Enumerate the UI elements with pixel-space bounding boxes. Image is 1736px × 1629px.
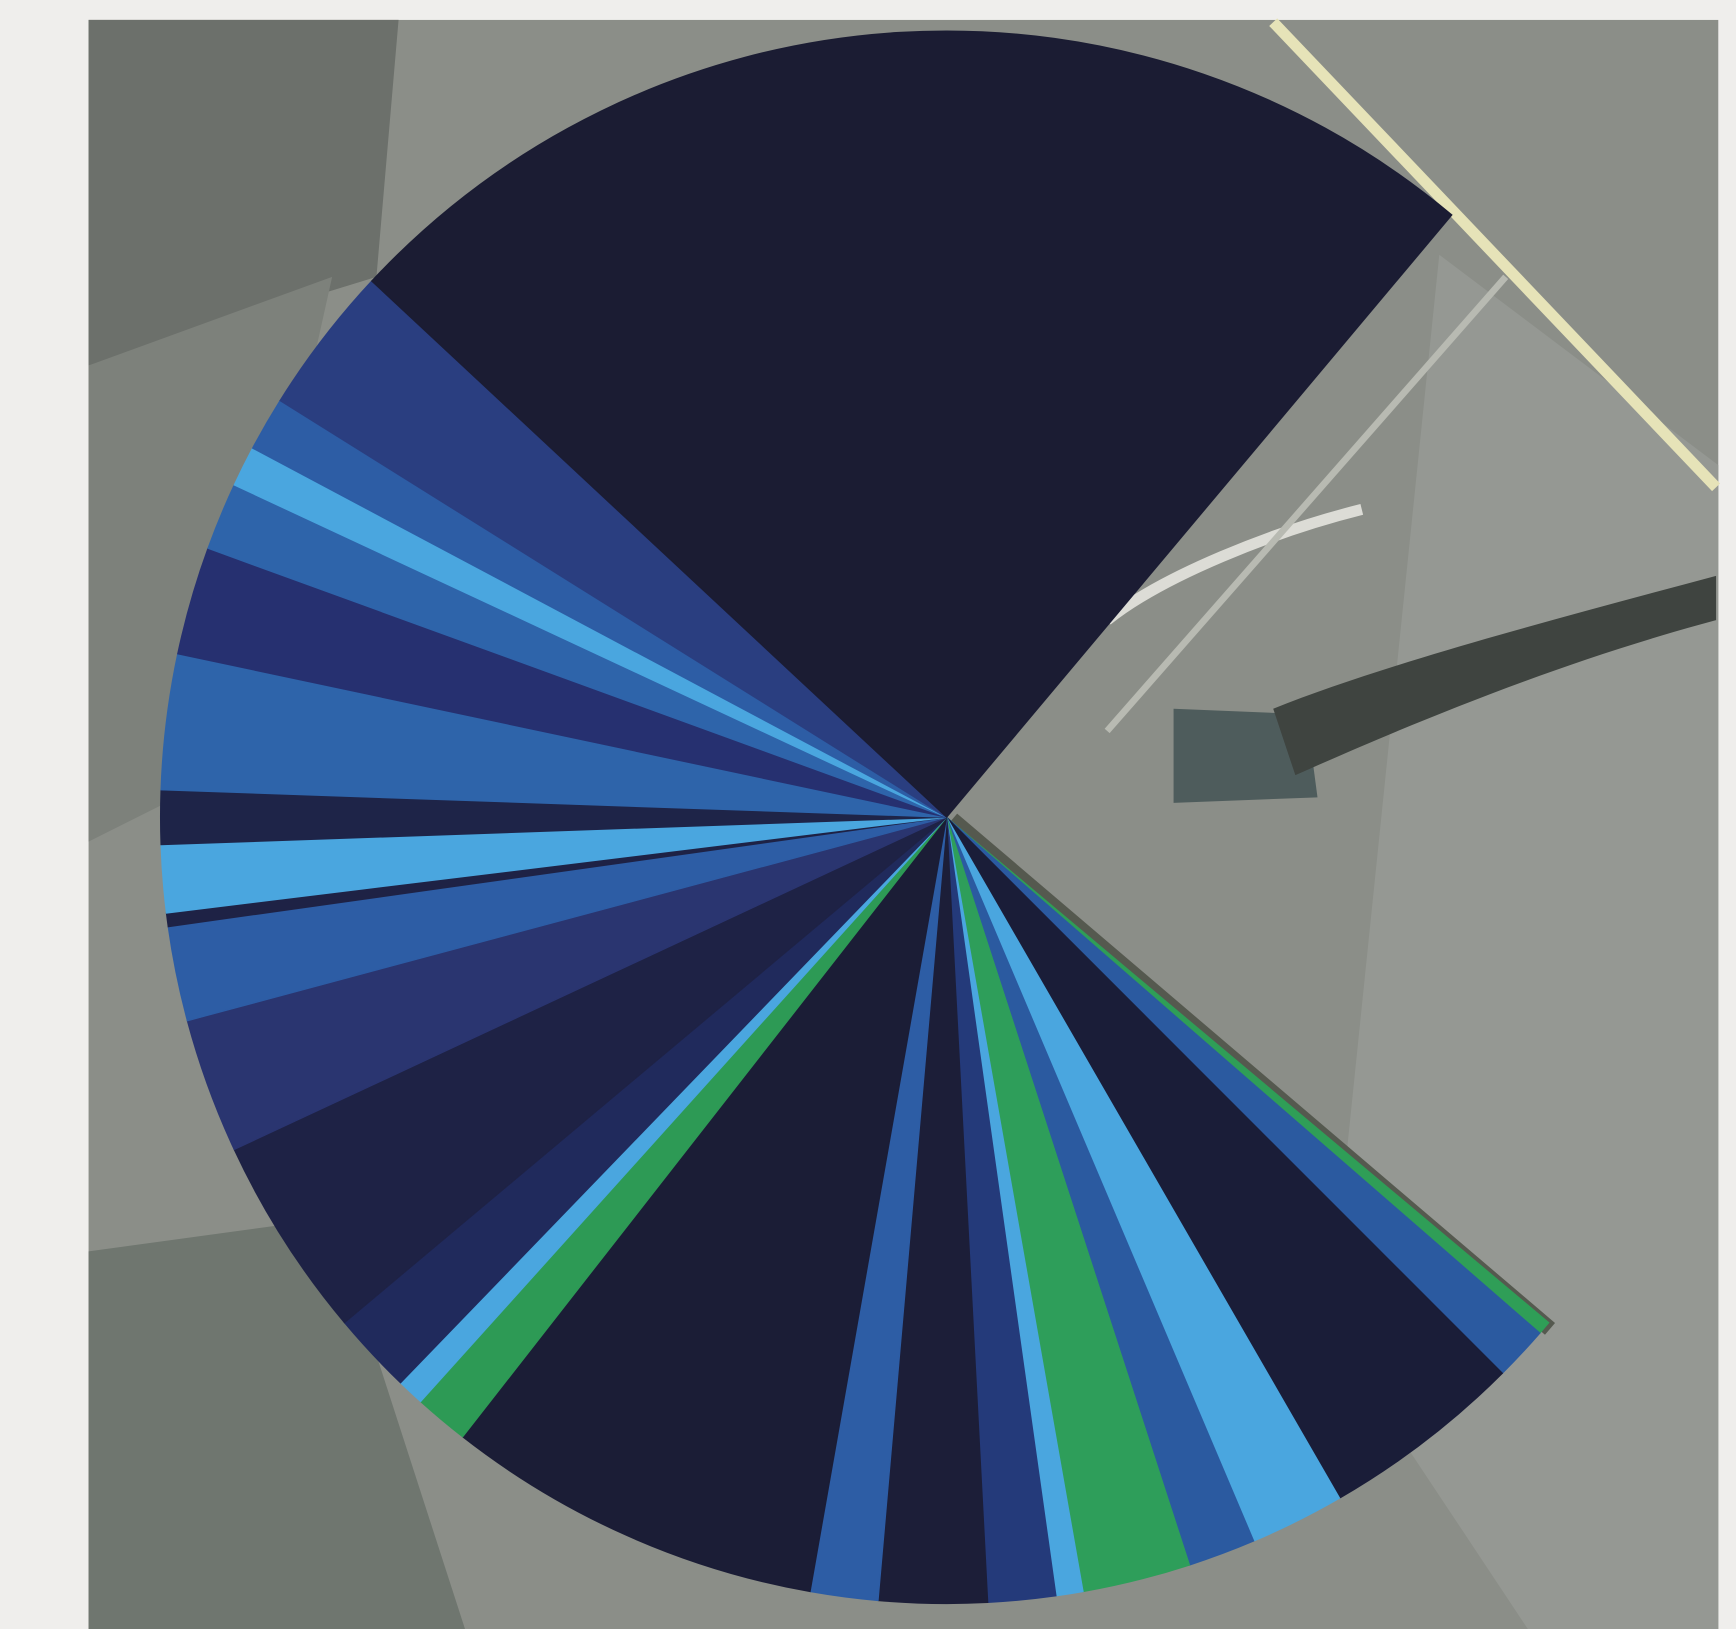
wedge <box>370 30 1453 819</box>
wedge <box>233 816 947 1324</box>
road <box>1104 274 1509 734</box>
track <box>1103 504 1364 625</box>
wedge <box>946 816 1504 1499</box>
road <box>1269 18 1721 492</box>
tree-line <box>1273 575 1717 776</box>
dark-field <box>88 19 399 366</box>
wedge <box>461 816 948 1593</box>
painted-disc <box>159 30 1550 1605</box>
field <box>88 1218 466 1629</box>
